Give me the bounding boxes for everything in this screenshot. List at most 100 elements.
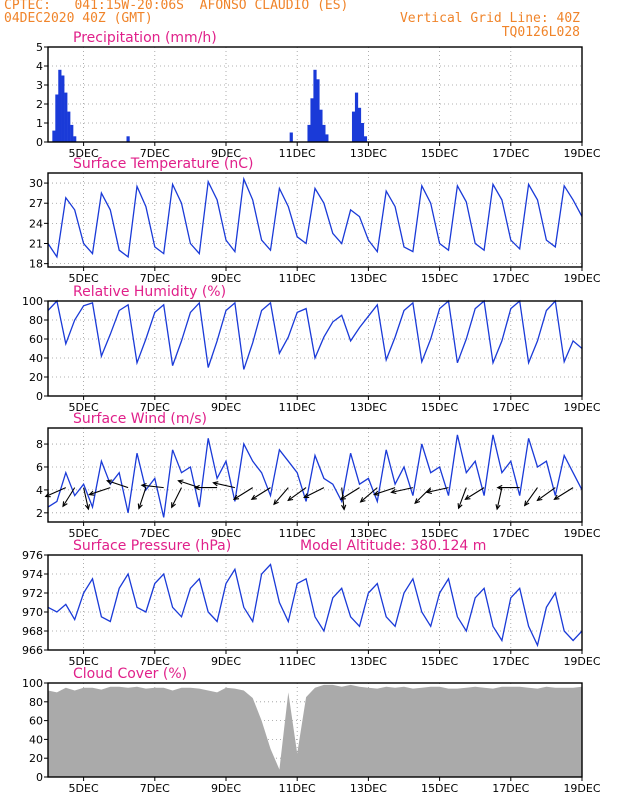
precip-bar xyxy=(357,107,362,142)
y-tick-label: 24 xyxy=(29,217,43,230)
x-tick-label: 7DEC xyxy=(140,272,170,285)
x-tick-label: 9DEC xyxy=(211,272,241,285)
precip-bar xyxy=(52,130,56,142)
wind-arrow-shaft xyxy=(303,487,325,498)
wind-arrow-head xyxy=(464,494,471,500)
precip-bar xyxy=(58,69,62,142)
y-tick-label: 3 xyxy=(36,79,43,92)
x-tick-label: 7DEC xyxy=(140,401,170,414)
wind-arrow-head xyxy=(553,494,560,500)
wind-arrow-shaft xyxy=(213,482,236,489)
panel-title: Surface Temperature (nC) xyxy=(73,156,254,172)
wind-arrow-head xyxy=(62,501,68,508)
wind-arrow-head xyxy=(341,504,347,511)
x-tick-label: 15DEC xyxy=(421,527,458,540)
wind-arrow-head xyxy=(457,503,463,510)
x-tick-label: 5DEC xyxy=(69,782,99,795)
series-line xyxy=(47,434,583,518)
y-tick-label: 0 xyxy=(36,771,43,784)
x-tick-label: 13DEC xyxy=(350,782,387,795)
wind-arrow-shaft xyxy=(391,487,414,493)
y-tick-label: 0 xyxy=(36,390,43,403)
header-right-line1: Vertical Grid Line: 40Z xyxy=(399,11,580,26)
panel-frame xyxy=(47,300,583,397)
y-tick-label: 40 xyxy=(29,733,43,746)
panel-frame xyxy=(47,46,583,143)
wind-arrows xyxy=(44,479,574,511)
panel-frame xyxy=(47,682,583,778)
y-tick-label: 80 xyxy=(29,314,43,327)
x-tick-label: 15DEC xyxy=(421,147,458,160)
panel-title: Surface Pressure (hPa) xyxy=(73,538,231,554)
wind-arrow-shaft xyxy=(340,487,360,500)
x-tick-label: 15DEC xyxy=(421,782,458,795)
x-tick-label: 11DEC xyxy=(279,527,316,540)
x-tick-label: 19DEC xyxy=(563,401,600,414)
wind-arrow-shaft xyxy=(83,487,89,510)
wind-arrow-shaft xyxy=(107,480,129,489)
x-tick-label: 13DEC xyxy=(350,147,387,160)
header-left-line2: 04DEC2020 40Z (GMT) xyxy=(4,11,153,26)
wind-arrow-shaft xyxy=(251,487,271,500)
panel-frame xyxy=(47,172,583,268)
precip-bar xyxy=(360,123,365,142)
wind-arrow-shaft xyxy=(554,487,574,500)
wind-arrow-head xyxy=(171,502,176,509)
wind-arrow-shaft xyxy=(426,487,449,493)
x-tick-label: 13DEC xyxy=(350,655,387,668)
panel-2: Surface Temperature (nC) 18 21 24 27 30 5DEC 7D… xyxy=(29,156,601,285)
wind-arrow-shaft xyxy=(414,487,432,504)
wind-arrow-head xyxy=(303,493,310,498)
y-tick-label: 8 xyxy=(36,438,43,451)
x-tick-label: 19DEC xyxy=(563,782,600,795)
precip-bar xyxy=(322,124,326,142)
wind-arrow-head xyxy=(414,498,421,505)
precip-bar xyxy=(319,109,323,142)
y-tick-label: 6 xyxy=(36,461,43,474)
x-tick-label: 9DEC xyxy=(211,401,241,414)
x-tick-label: 9DEC xyxy=(211,655,241,668)
x-tick-label: 17DEC xyxy=(492,527,529,540)
x-tick-label: 5DEC xyxy=(69,147,99,160)
precip-bar xyxy=(64,92,68,142)
y-tick-label: 0 xyxy=(36,136,43,149)
wind-arrow-shaft xyxy=(138,487,147,509)
y-tick-label: 100 xyxy=(22,295,43,308)
x-tick-label: 11DEC xyxy=(279,782,316,795)
y-tick-label: 4 xyxy=(36,484,43,497)
panel-4: Surface Wind (m/s) 2 4 6 8 5DEC 7DEC 9DEC 11DEC 1… xyxy=(36,411,601,540)
wind-arrow-head xyxy=(273,499,279,506)
x-tick-label: 19DEC xyxy=(563,655,600,668)
wind-arrow-shaft xyxy=(287,487,307,501)
x-tick-label: 11DEC xyxy=(279,272,316,285)
wind-arrow-head xyxy=(523,500,530,507)
x-tick-label: 7DEC xyxy=(140,782,170,795)
precip-bar xyxy=(289,132,293,142)
precip-bar xyxy=(61,75,65,142)
cloud-area xyxy=(48,684,582,777)
precip-bar xyxy=(351,111,356,142)
precip-bar xyxy=(325,134,329,142)
wind-arrow-shaft xyxy=(178,480,200,489)
precip-bar xyxy=(354,92,359,142)
wind-arrow-head xyxy=(232,494,240,500)
x-tick-label: 5DEC xyxy=(69,655,99,668)
x-tick-label: 9DEC xyxy=(211,527,241,540)
wind-arrow-head xyxy=(536,495,543,502)
wind-arrow-shaft xyxy=(537,487,556,501)
header-right-line2: TQ0126L028 xyxy=(501,25,580,40)
y-tick-label: 20 xyxy=(29,371,43,384)
y-tick-label: 21 xyxy=(29,238,43,251)
y-tick-label: 1 xyxy=(36,117,43,130)
x-tick-label: 19DEC xyxy=(563,272,600,285)
y-tick-label: 4 xyxy=(36,60,43,73)
panel-title: Precipitation (mm/h) xyxy=(73,30,217,46)
y-tick-label: 974 xyxy=(22,568,43,581)
x-tick-label: 17DEC xyxy=(492,655,529,668)
panel-3: Relative Humidity (%) 0 20 40 60 80 100 5DEC 7DE… xyxy=(22,284,601,414)
y-tick-label: 5 xyxy=(36,41,43,54)
panel-6: Cloud Cover (%) 0 20 40 60 80 100 5DEC 7DEC 9DEC 1… xyxy=(22,666,601,795)
precip-bar xyxy=(316,79,320,142)
wind-arrow-head xyxy=(496,484,503,491)
x-tick-label: 11DEC xyxy=(279,655,316,668)
